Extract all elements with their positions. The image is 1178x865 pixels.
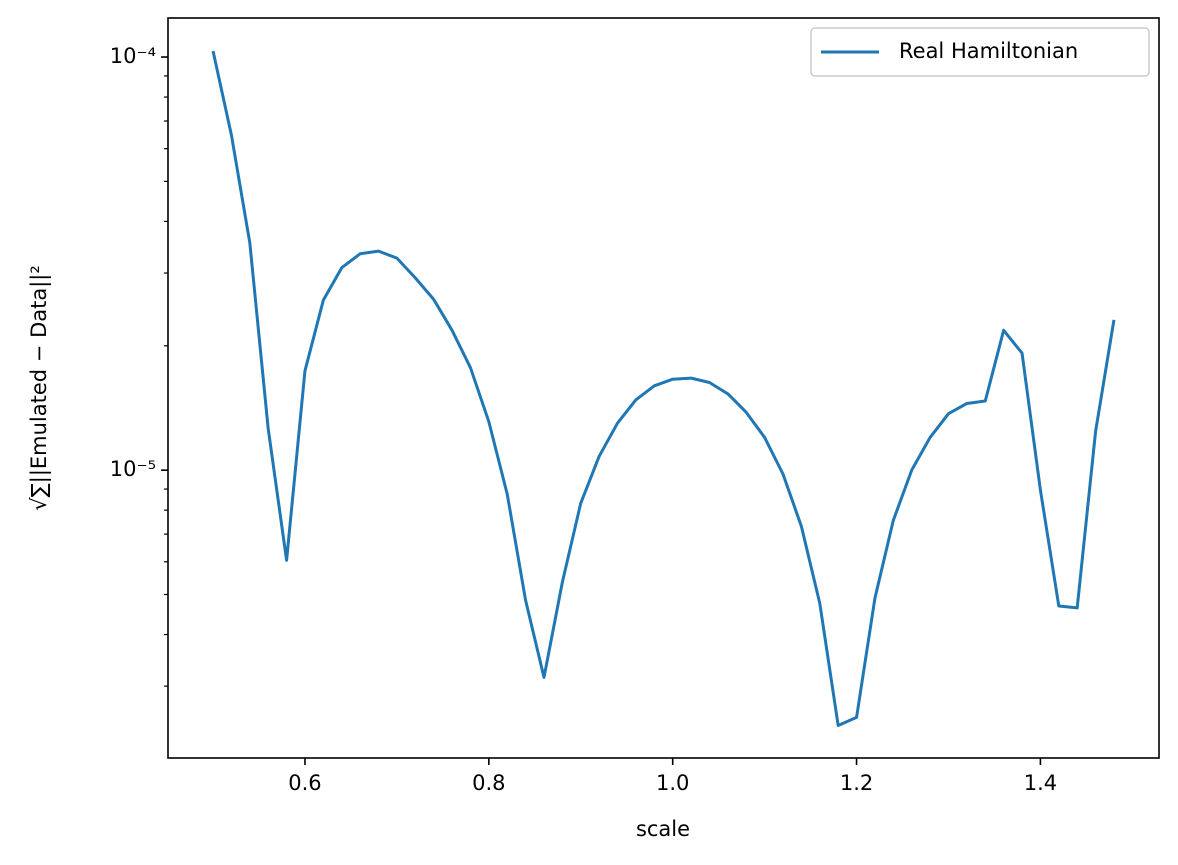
x-tick-label: 1.0	[656, 771, 689, 795]
y-axis-label: √∑||Emulated − Data||²	[27, 265, 52, 511]
legend-label: Real Hamiltonian	[899, 39, 1078, 63]
x-tick-label: 1.2	[840, 771, 873, 795]
x-tick-label: 0.6	[288, 771, 321, 795]
x-tick-label: 1.4	[1024, 771, 1057, 795]
y-tick-label: 10⁻⁵	[110, 457, 156, 481]
legend-box	[810, 27, 1150, 77]
y-tick-label: 10⁻⁴	[110, 44, 156, 68]
plot-frame	[167, 17, 1160, 759]
x-axis-label: scale	[636, 817, 690, 841]
line-series	[211, 50, 1116, 727]
x-tick-label: 0.8	[472, 771, 505, 795]
